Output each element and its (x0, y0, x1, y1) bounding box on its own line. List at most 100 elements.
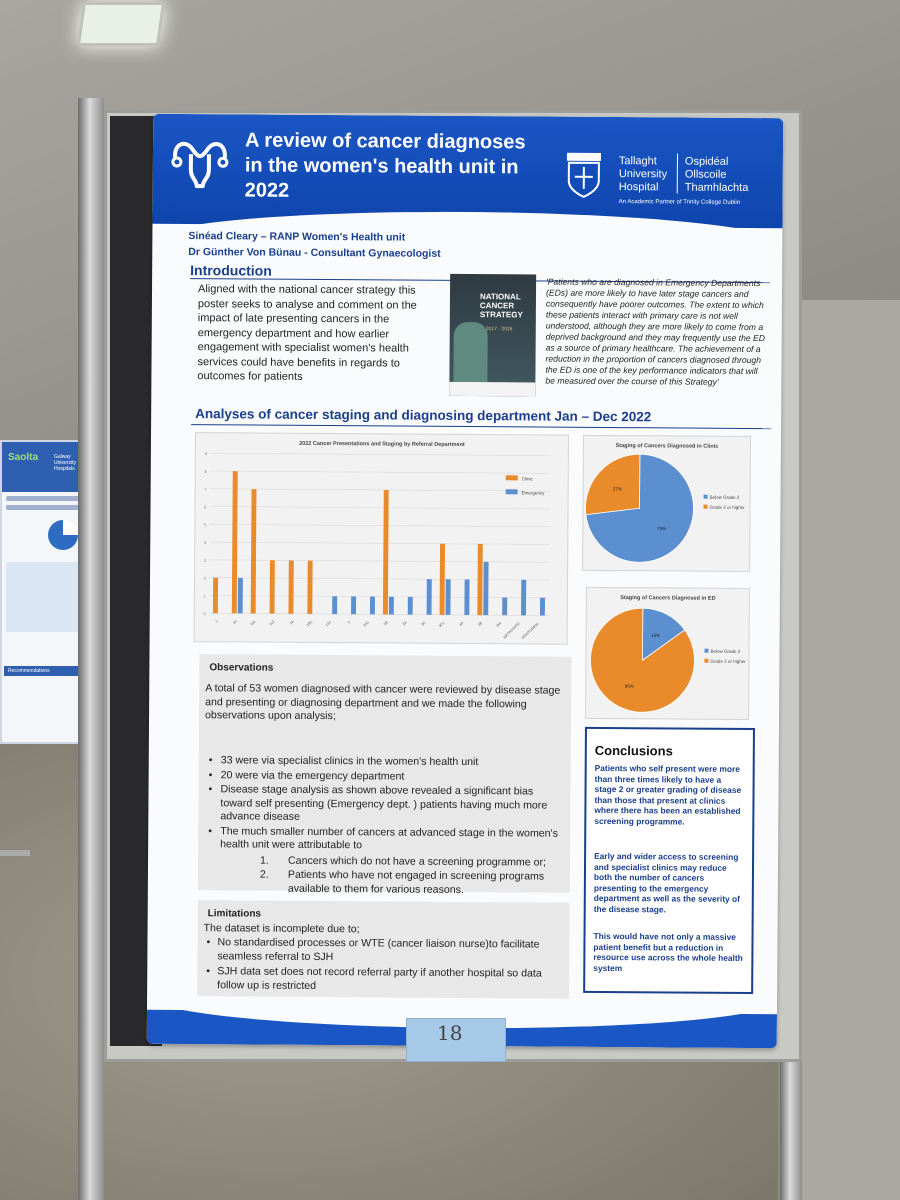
pie-slice (585, 453, 641, 516)
text-line (6, 505, 90, 510)
observation-sub-list: 1. Cancers which do not have a screening… (260, 854, 560, 898)
cover-years: 2017 - 2026 (485, 326, 513, 333)
analyses-heading: Analyses of cancer staging and diagnosin… (195, 406, 652, 425)
academic-partner-note: An Academic Partner of Trinity College D… (618, 199, 741, 206)
bar-clinic (382, 489, 389, 615)
x-tick-label: 1A1 (325, 620, 332, 627)
sub-item-text: Patients who have not engaged in screeni… (287, 868, 545, 896)
background-hospital-name: Galway University Hospitals (54, 454, 76, 472)
x-tick-label: PERITONEAL (521, 621, 540, 640)
bar-clinic (439, 543, 445, 615)
bar-emergency (388, 596, 394, 615)
strategy-quote: 'Patients who are diagnosed in Emergency… (545, 276, 766, 387)
bar-chart-svg: 2022 Cancer Presentations and Staging by… (204, 441, 550, 640)
bar-emergency (351, 596, 357, 615)
observations-list: 33 were via specialist clinics in the wo… (204, 754, 561, 898)
pie-data-label: 27% (613, 486, 622, 491)
ceiling-light (76, 2, 166, 46)
bar-emergency (237, 577, 243, 614)
bar-emergency (407, 596, 413, 615)
legend-label: Emergency (522, 490, 546, 495)
cover-footer (449, 381, 536, 397)
pie-title: Staging of Cancers Diagnosed in Clinic (616, 443, 719, 450)
y-tick-label: 4 (204, 540, 207, 545)
conclusion-paragraph: Patients who self present were more than… (594, 762, 742, 827)
gridline (208, 612, 549, 616)
gridline (209, 470, 550, 474)
poster: A review of cancer diagnoses in the wome… (146, 113, 784, 1049)
sub-item-number: 1. (260, 854, 269, 867)
x-tick-label: 1 (215, 619, 219, 623)
limitations-heading: Limitations (207, 908, 262, 920)
bar-clinic (269, 560, 275, 614)
cover-person (453, 321, 488, 383)
y-tick-label: 0 (204, 611, 207, 616)
bar-emergency (332, 596, 338, 615)
author-2: Dr Günther Von Bünau - Consultant Gynaec… (188, 246, 441, 260)
bar-emergency (369, 596, 375, 615)
hospital-crest-icon (566, 152, 601, 198)
legend-swatch (505, 475, 518, 481)
pie-data-label: 85% (625, 684, 634, 689)
ed-pie-svg: Staging of Cancers Diagnosed in ED 15% 85%… (590, 595, 746, 713)
pie-data-label: 15% (651, 633, 660, 638)
y-tick-label: 9 (205, 451, 208, 456)
sub-item-text: Cancers which do not have a screening pr… (288, 854, 547, 869)
author-1: Sinéad Cleary – RANP Women's Health unit (188, 230, 406, 244)
bar-clinic (231, 471, 238, 614)
legend-swatch (505, 489, 518, 495)
gridline (209, 488, 550, 492)
bar-emergency (426, 579, 432, 615)
clinic-pie-chart: Staging of Cancers Diagnosed in Clinic 73… (582, 434, 752, 572)
x-tick-label: 4B (477, 621, 483, 627)
y-tick-label: 7 (204, 487, 207, 492)
conclusion-paragraph: Early and wider access to screening and … (593, 850, 740, 915)
x-tick-label: 4A (458, 620, 464, 626)
saolta-logo: Saolta (8, 452, 39, 463)
pie-title: Staging of Cancers Diagnosed in ED (620, 595, 715, 602)
conclusion-paragraph: This would have not only a massive patie… (593, 930, 743, 973)
x-tick-label: 3A (402, 620, 408, 626)
x-tick-label: 1a (289, 620, 295, 626)
x-tick-label: 2B (383, 620, 389, 626)
y-tick-label: 6 (204, 505, 207, 510)
bar-clinic (250, 489, 257, 614)
observations-text: A total of 53 women diagnosed with cance… (205, 682, 561, 723)
bar-clinic (288, 560, 294, 614)
observation-item: 20 were via the emergency department (205, 769, 561, 785)
introduction-text: Aligned with the national cancer strateg… (197, 283, 417, 383)
conclusions-box: Conclusions Patients who self present we… (583, 726, 755, 995)
conclusions-heading: Conclusions (594, 742, 673, 759)
bar-chart-title: 2022 Cancer Presentations and Staging by… (299, 441, 465, 448)
gridline (209, 559, 550, 563)
x-tick-label: 2A1 (363, 620, 370, 627)
y-tick-label: 2 (204, 576, 207, 581)
x-tick-label: 2 (347, 620, 351, 624)
board-number-tag: 18 (406, 1018, 506, 1062)
observation-item: 33 were via specialist clinics in the wo… (205, 754, 561, 770)
x-tick-label: 1b (232, 619, 238, 625)
authors: Sinéad Cleary – RANP Women's Health unit… (188, 228, 441, 262)
gridline (209, 577, 550, 581)
legend-swatch (704, 648, 709, 653)
y-tick-label: 5 (204, 522, 207, 527)
gridline (209, 506, 550, 510)
y-tick-label: 8 (205, 469, 208, 474)
sub-item-number: 2. (259, 868, 269, 881)
y-tick-label: 1 (204, 593, 207, 598)
limitations-box: Limitations The dataset is incomplete du… (197, 900, 570, 1003)
pie-slice (642, 607, 686, 662)
x-tick-label: 1c2 (269, 620, 276, 627)
board-number: 18 (437, 1021, 463, 1045)
cancer-strategy-cover-image: NATIONAL CANCER STRATEGY 2017 - 2026 (449, 273, 537, 397)
bar-emergency (502, 597, 508, 616)
background-poster: Saolta Galway University Hospitals Recom… (0, 440, 96, 744)
poster-title: A review of cancer diagnoses in the wome… (244, 129, 526, 202)
hospital-name-english: Tallaght University Hospital (618, 155, 668, 194)
observation-item: The much smaller number of cancers at ad… (204, 825, 560, 898)
pie-data-label: 73% (657, 526, 666, 531)
legend-swatch (703, 494, 708, 499)
cover-title: NATIONAL CANCER STRATEGY (479, 292, 523, 320)
observation-sub-item: 1. Cancers which do not have a screening… (260, 854, 560, 870)
limitation-item: No standardised processes or WTE (cancer… (203, 936, 559, 965)
